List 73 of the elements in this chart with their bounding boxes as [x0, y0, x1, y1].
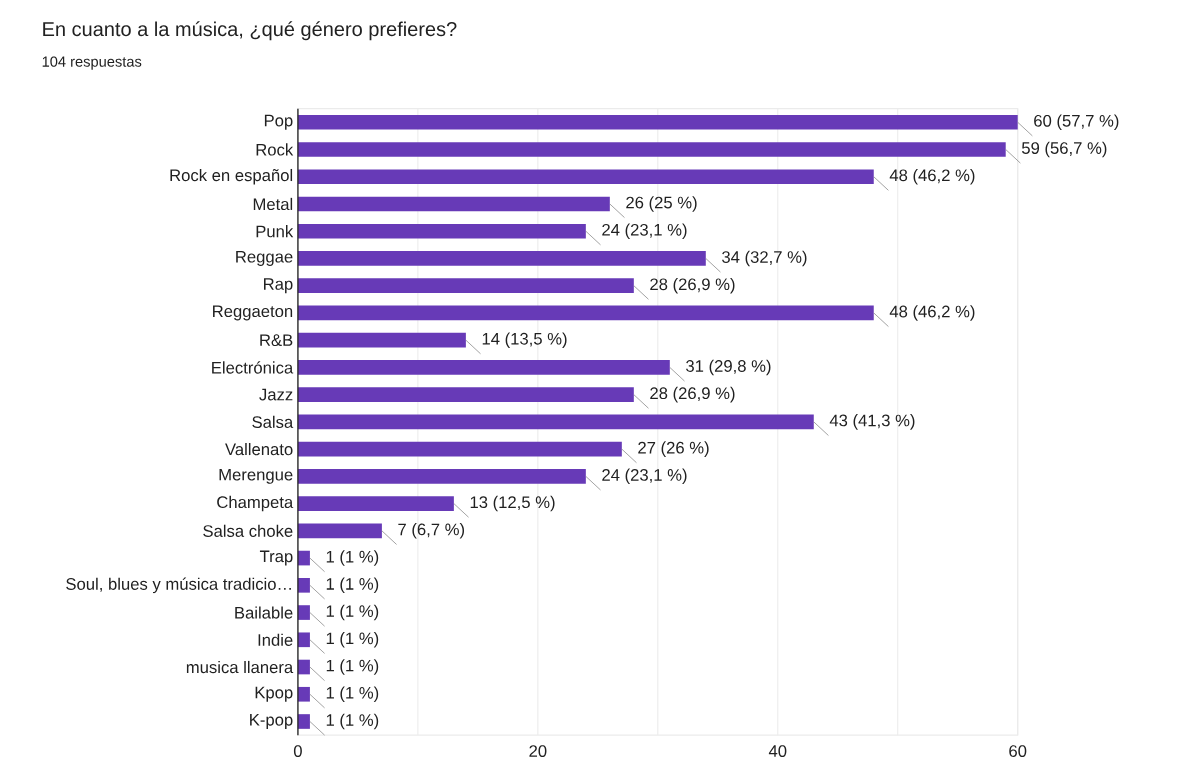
- y-tick-label: Reggae: [236, 250, 293, 266]
- bar: [297, 332, 466, 348]
- y-tick-label: Kpop: [255, 686, 293, 702]
- x-tick-label: 40: [768, 745, 787, 757]
- y-tick-label: Indie: [258, 633, 293, 646]
- data-label: 34 (32,7 %): [722, 250, 807, 267]
- x-tick-label: 60: [1009, 745, 1027, 757]
- bar: [297, 169, 874, 185]
- x-tick-label: 0: [293, 745, 302, 757]
- data-label: 1 (1 %): [326, 604, 379, 621]
- y-tick-label: Electrónica: [212, 361, 294, 374]
- y-tick-label: Merengue: [219, 468, 293, 484]
- y-tick-label: Rock: [256, 143, 294, 156]
- y-tick-label: Salsa: [252, 415, 294, 428]
- bar: [297, 605, 310, 620]
- bar: [297, 142, 1006, 157]
- bar: [297, 496, 454, 511]
- bar: [297, 196, 610, 212]
- data-label: 28 (26,9 %): [650, 386, 735, 403]
- y-tick-label: Reggaeton: [213, 305, 293, 321]
- data-label: 31 (29,8 %): [686, 359, 771, 376]
- data-label: 1 (1 %): [326, 577, 379, 594]
- y-tick-label: Vallenato: [225, 442, 293, 456]
- y-tick-label: Jazz: [259, 388, 293, 401]
- text: 104 respuestas: [42, 56, 142, 70]
- data-label: 26 (25 %): [626, 196, 697, 212]
- y-tick-label: R&B: [260, 334, 293, 346]
- bar: [297, 251, 706, 266]
- data-label: 43 (41,3 %): [829, 414, 915, 430]
- y-tick-label: Soul, blues y música tradicio…: [66, 577, 291, 594]
- data-label: 60 (57,7 %): [1034, 114, 1119, 130]
- bar: [297, 714, 310, 729]
- data-label: 48 (46,2 %): [889, 168, 975, 185]
- y-tick-label: Trap: [259, 550, 293, 566]
- y-tick-label: K-pop: [250, 714, 293, 729]
- y-tick-label: Metal: [253, 197, 293, 211]
- y-tick-label: Champeta: [217, 495, 294, 512]
- y-tick-label: Punk: [256, 225, 294, 238]
- bar: [297, 360, 670, 375]
- data-label: 59 (56,7 %): [1021, 141, 1107, 158]
- data-label: 13 (12,5 %): [470, 495, 555, 512]
- data-label: 27 (26 %): [638, 441, 709, 457]
- data-label: 1 (1 %): [326, 631, 379, 648]
- data-label: 48 (46,2 %): [889, 305, 975, 321]
- data-label: 1 (1 %): [326, 659, 379, 675]
- y-tick-label: Pop: [264, 114, 293, 130]
- bar: [297, 686, 310, 702]
- bar: [297, 305, 874, 321]
- data-label: 1 (1 %): [326, 550, 379, 566]
- bar: [297, 632, 310, 648]
- data-label: 14 (13,5 %): [482, 332, 567, 348]
- y-tick-label: Rap: [264, 278, 293, 294]
- bar: [297, 441, 622, 457]
- bar: [297, 414, 814, 430]
- y-tick-label: musica llanera: [186, 660, 294, 674]
- chart-title: En cuanto a la música, ¿qué género prefieres?: [43, 21, 457, 41]
- bar: [297, 577, 310, 593]
- data-label: 1 (1 %): [326, 713, 379, 730]
- bar: [297, 223, 586, 239]
- data-label: 1 (1 %): [326, 686, 379, 702]
- bar: [297, 523, 382, 539]
- y-tick-label: Rock en español: [170, 168, 293, 185]
- y-tick-label: Bailable: [235, 606, 293, 619]
- bar: [297, 387, 634, 402]
- data-label: 24 (23,1 %): [602, 468, 687, 485]
- x-tick-label: 20: [529, 745, 547, 757]
- bar: [297, 468, 586, 484]
- data-label: 28 (26,9 %): [650, 277, 735, 294]
- bar: [297, 114, 1018, 130]
- data-label: 7 (6,7 %): [398, 523, 465, 539]
- bar: [297, 278, 634, 293]
- data-label: 24 (23,1 %): [602, 223, 687, 239]
- y-tick-label: Salsa choke: [203, 524, 293, 537]
